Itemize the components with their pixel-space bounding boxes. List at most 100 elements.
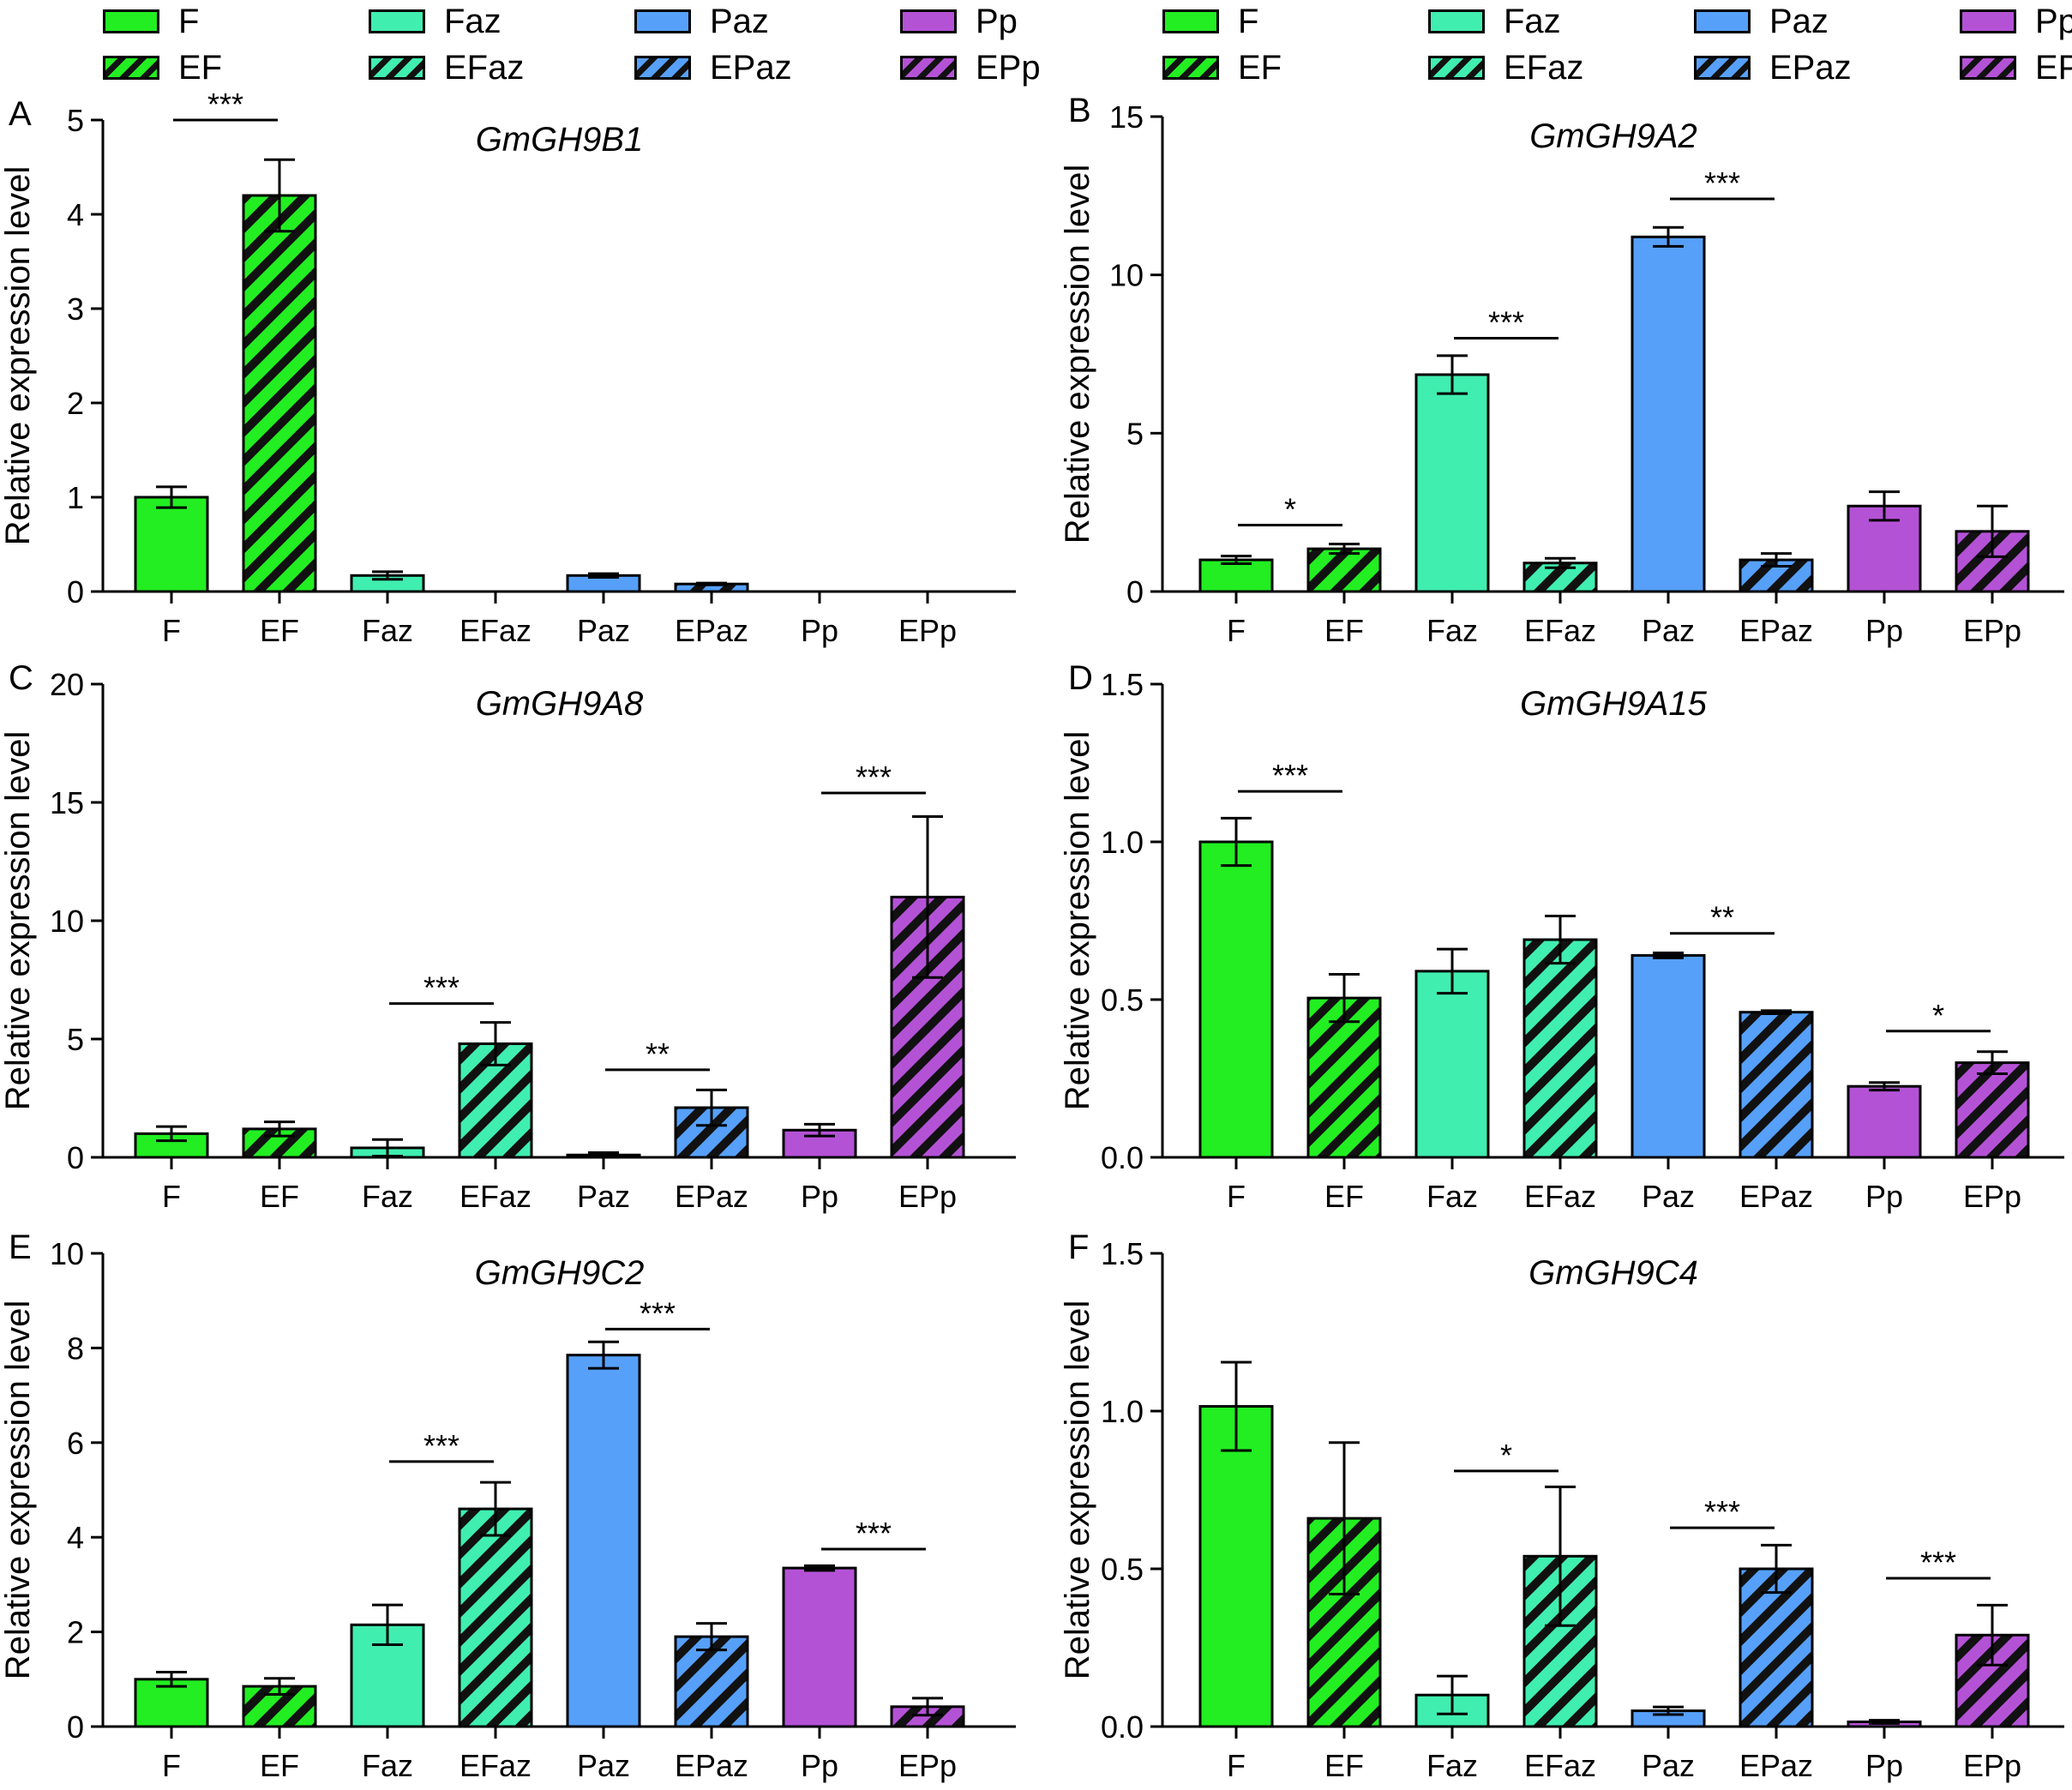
x-tick-label: EF [1324,1179,1364,1214]
legend-item-efaz: EFaz [369,46,634,89]
bar-hatch [1308,998,1380,1157]
bar-paz [568,1355,640,1727]
legend-label: Faz [1504,2,1561,40]
significance-label: ** [646,1036,670,1072]
panel-letter: F [1068,1228,1089,1266]
legend-swatch [900,9,957,33]
x-tick-label: EPp [898,613,957,648]
chart-title: GmGH9C2 [475,1254,645,1292]
x-tick-label: EFaz [1524,613,1596,648]
legend-swatch [369,9,425,33]
bar-hatch [1740,1569,1812,1727]
y-tick-label: 0.5 [1101,982,1144,1018]
x-tick-label: Faz [362,1179,413,1214]
y-tick-label: 20 [50,667,84,702]
legend-item-epp: EPp [900,46,1166,89]
bar-paz [1632,1710,1704,1727]
y-tick-label: 0 [67,1140,84,1175]
legend-swatch [900,56,957,80]
bar-hatch [1740,1012,1812,1157]
legend-right: F Faz Paz Pp EF EFaz EPaz EPp [1162,0,2072,89]
bar-f [1200,1406,1272,1727]
x-tick-label: EPp [1963,613,2021,648]
y-axis-label: Relative expression level [1059,165,1096,544]
bar-paz [1632,955,1704,1157]
chart-title: GmGH9A15 [1520,685,1708,723]
chart-title: GmGH9A2 [1529,117,1697,155]
y-tick-label: 0 [67,574,84,610]
legend-swatch [634,56,691,80]
panel-b: B GmGH9A2 Relative expression level 0 5 10 15 F… [1059,92,2064,648]
y-tick-label: 2 [67,1615,84,1650]
x-tick-label: Faz [1426,1179,1478,1214]
x-tick-label: F [162,1179,181,1214]
legend-swatch [369,56,425,80]
legend-label: F [1238,2,1259,40]
significance-label: *** [1704,1494,1740,1529]
y-tick-label: 10 [1109,258,1144,293]
legend-item-epaz: EPaz [634,46,900,89]
x-tick-label: Pp [801,613,838,648]
panel-letter: D [1068,659,1093,697]
bar-faz [1416,375,1488,592]
x-tick-label: Paz [577,1179,630,1214]
significance-label: *** [1488,305,1524,340]
panel-c: C GmGH9A8 Relative expression level 0 5 10 15 2… [0,659,1016,1214]
x-tick-label: Pp [801,1179,838,1214]
panel-letter: C [9,659,33,697]
chart-title: GmGH9B1 [476,121,644,159]
legend-label: EPaz [1769,48,1852,87]
panel-e: E GmGH9C2 Relative expression level 0 2 4 6 8 10… [0,1228,1016,1783]
x-tick-label: EF [260,613,299,648]
y-tick-label: 8 [67,1330,84,1366]
legend-swatch [103,9,159,33]
legend-item-f: F [103,0,369,43]
y-tick-label: 5 [67,103,84,138]
bar-faz [1416,970,1488,1157]
bar-faz [351,575,423,592]
significance-label: *** [1920,1545,1956,1580]
y-tick-label: 5 [1126,416,1144,451]
x-tick-label: F [162,613,181,648]
bar-f [1200,560,1272,592]
legend-item-epaz: EPaz [1694,46,1960,89]
x-tick-label: EPaz [1739,613,1813,648]
y-axis-label: Relative expression level [0,731,37,1110]
y-tick-label: 10 [50,904,84,939]
x-tick-label: Pp [1865,1748,1903,1783]
x-tick-label: EPaz [1739,1748,1813,1783]
legend-label: EPp [976,48,1041,87]
legend-item-faz: Faz [369,0,634,43]
significance-label: *** [856,760,892,795]
y-tick-label: 0.0 [1101,1709,1144,1745]
legend-item-paz: Paz [634,0,900,43]
y-tick-label: 1.5 [1101,1236,1144,1271]
y-tick-label: 0 [67,1709,84,1745]
x-tick-label: EPaz [675,1179,748,1214]
y-tick-label: 10 [50,1236,84,1271]
legend-label: EF [178,48,223,87]
significance-label: *** [1272,758,1308,793]
x-tick-label: Faz [362,1748,413,1783]
legend-swatch [1960,9,2016,33]
y-tick-label: 15 [50,785,84,820]
y-tick-label: 1.0 [1101,1394,1144,1429]
panel-letter: A [9,95,32,133]
legend-label: Pp [2035,2,2072,40]
x-tick-label: F [1227,613,1246,648]
significance-label: *** [423,1428,459,1463]
y-tick-label: 4 [67,197,84,232]
significance-label: *** [856,1516,892,1551]
x-tick-label: F [162,1748,181,1783]
x-tick-label: F [1227,1179,1246,1214]
panel-a: A GmGH9B1 Relative expression level 0 1 2 3 4 5 F… [0,87,1016,648]
legend-label: F [178,2,200,40]
significance-label: *** [423,970,459,1006]
significance-label: * [1500,1438,1512,1473]
significance-label: *** [207,87,243,122]
bar-paz [1632,237,1704,592]
y-axis-label: Relative expression level [0,1300,37,1679]
y-axis-label: Relative expression level [1059,1300,1096,1679]
